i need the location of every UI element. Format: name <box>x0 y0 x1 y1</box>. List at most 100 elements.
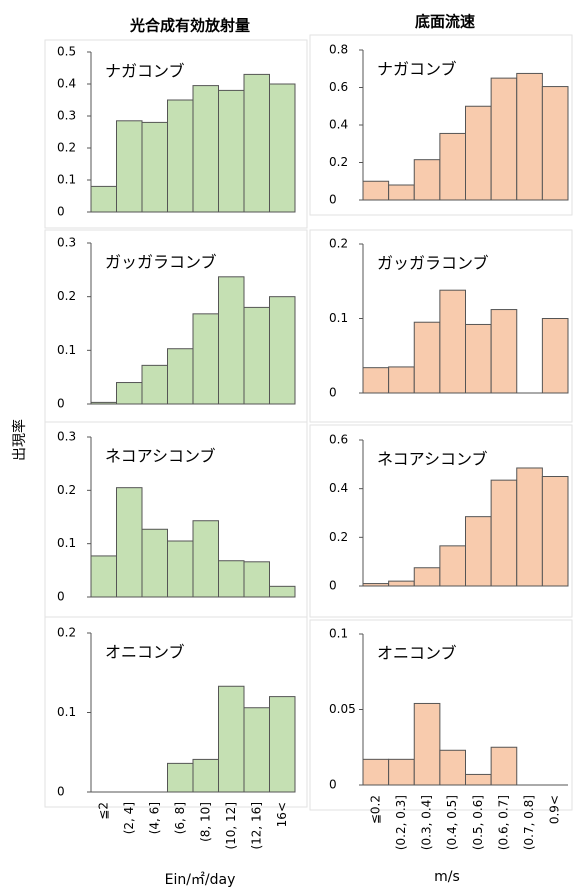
bar <box>490 746 518 786</box>
bar <box>192 758 219 793</box>
bar <box>413 702 441 786</box>
bar <box>218 685 245 793</box>
y-tick-label: 0.3 <box>57 430 76 444</box>
bar <box>490 479 518 587</box>
bar <box>439 132 466 201</box>
panel-title: オニコンブ <box>377 644 457 663</box>
bar <box>218 560 245 598</box>
bar <box>516 467 543 587</box>
bar <box>362 180 390 201</box>
panel-title: ネコアシコンブ <box>105 447 216 466</box>
y-tick-label: 0.6 <box>329 433 348 447</box>
x-tick-label: (12, 16] <box>249 802 263 850</box>
y-tick-label: 0.1 <box>329 627 348 641</box>
x-tick-label: (0.4, 0.5] <box>445 795 459 850</box>
bar <box>167 348 194 405</box>
x-tick-label: (6, 8] <box>173 802 187 834</box>
panel-frame <box>44 616 308 808</box>
x-tick-label: (0.7, 0.8] <box>522 795 536 850</box>
bar <box>90 185 117 213</box>
panel-frame <box>309 619 573 811</box>
x-tick-label: (0.6, 0.7] <box>496 795 510 850</box>
bar <box>362 758 390 786</box>
y-tick-label: 0 <box>329 778 337 792</box>
y-tick-label: 0.4 <box>329 481 348 495</box>
y-tick-label: 0.2 <box>329 530 348 544</box>
bar <box>192 520 219 598</box>
panel-title: ガッガラコンブ <box>105 253 217 272</box>
bar <box>388 758 415 786</box>
bar <box>269 585 296 598</box>
bar <box>388 184 415 201</box>
bar <box>388 580 415 587</box>
bar <box>439 289 466 394</box>
column-title: 光合成有効放射量 <box>129 17 250 35</box>
bar <box>269 696 296 793</box>
x-tick-label: (8, 10] <box>198 802 212 842</box>
x-tick-label: (0.2, 0.3] <box>394 795 408 850</box>
panel-title: オニコンブ <box>105 643 185 662</box>
bar <box>192 85 219 213</box>
bar <box>362 367 390 394</box>
bar <box>218 89 245 213</box>
panel-frame <box>309 229 573 423</box>
panel-frame <box>309 424 573 618</box>
bar <box>243 73 270 213</box>
y-tick-label: 0 <box>329 579 337 593</box>
y-tick-label: 0.1 <box>57 173 76 187</box>
panel-title: ナガコンブ <box>377 60 457 79</box>
x-tick-label: ≦0.2 <box>368 795 382 824</box>
y-tick-label: 0.2 <box>57 289 76 303</box>
panel-title: ガッガラコンブ <box>377 254 489 273</box>
x-tick-label: (0.5, 0.6] <box>471 795 485 850</box>
bar <box>269 296 296 405</box>
bar <box>218 276 245 405</box>
bar <box>465 105 492 201</box>
bar <box>465 516 492 587</box>
bar <box>439 749 466 786</box>
bar <box>141 121 168 213</box>
y-tick-label: 0.1 <box>57 536 76 550</box>
panel-frame <box>44 39 308 229</box>
y-tick-label: 0 <box>57 590 65 604</box>
x-axis-label: Ein/㎡/day <box>165 872 236 888</box>
y-tick-label: 0 <box>57 397 65 411</box>
bar <box>141 528 168 598</box>
x-tick-label: (0.3, 0.4] <box>420 795 434 850</box>
y-tick-label: 0.2 <box>57 141 76 155</box>
x-tick-label: 16< <box>275 802 289 827</box>
x-axis-label: m/s <box>434 869 460 885</box>
x-tick-label: (10, 12] <box>224 802 238 850</box>
y-tick-label: 0.6 <box>329 80 348 94</box>
panel-title: ナガコンブ <box>105 62 185 81</box>
y-tick-label: 0.4 <box>57 77 76 91</box>
bar <box>465 323 492 394</box>
bar <box>192 313 219 405</box>
bar <box>116 120 143 213</box>
bar <box>413 159 441 201</box>
bar <box>388 366 415 394</box>
bar <box>116 487 143 598</box>
bar <box>167 762 194 793</box>
y-tick-label: 0.2 <box>57 626 76 640</box>
bar <box>413 321 441 394</box>
bar <box>243 561 270 598</box>
x-tick-label: 0.9< <box>548 795 562 824</box>
bar <box>243 306 270 405</box>
bar <box>90 555 117 598</box>
y-tick-label: 0.2 <box>329 237 348 251</box>
bar <box>413 567 441 587</box>
bar <box>516 72 543 201</box>
x-tick-label: (4, 6] <box>147 802 161 834</box>
bar <box>116 382 143 405</box>
column-title: 底面流速 <box>415 13 475 31</box>
bar <box>541 86 569 201</box>
bar <box>167 99 194 213</box>
y-tick-label: 0.8 <box>329 43 348 57</box>
panel-title: ネコアシコンブ <box>377 450 488 469</box>
y-tick-label: 0.1 <box>57 705 76 719</box>
y-tick-label: 0.4 <box>329 118 348 132</box>
x-tick-label: ≦2 <box>96 802 110 820</box>
bar <box>141 364 168 405</box>
